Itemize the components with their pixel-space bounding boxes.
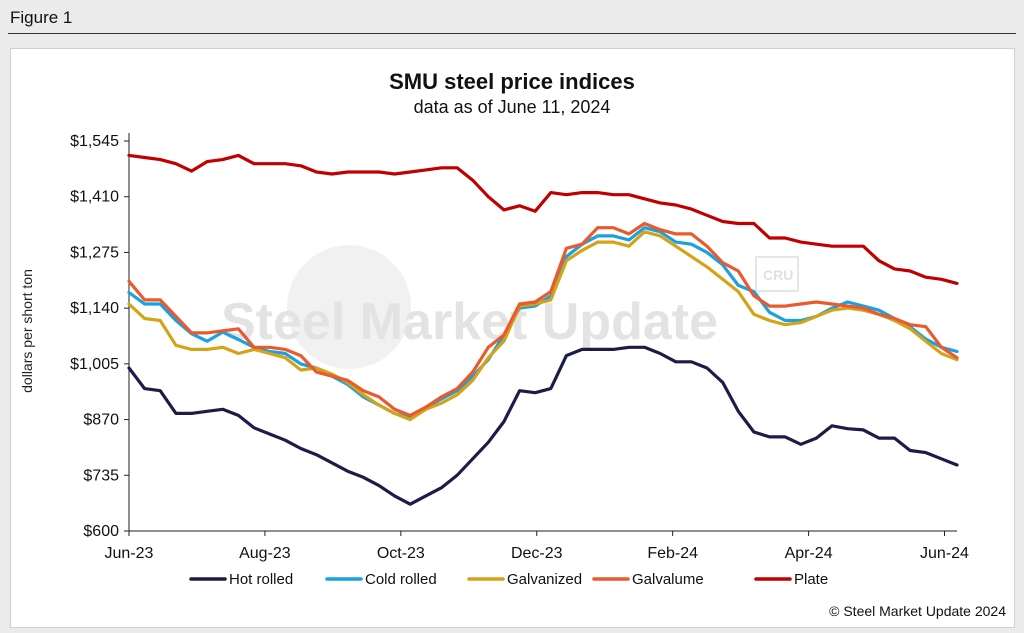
series-line-hot-rolled xyxy=(127,345,959,506)
y-tick-label: $1,005 xyxy=(70,356,119,373)
x-tick-label: Oct-23 xyxy=(377,545,425,562)
legend-label: Galvanized xyxy=(507,571,582,588)
watermark-globe-icon xyxy=(287,245,411,369)
y-tick-label: $870 xyxy=(83,412,119,429)
x-axis: Jun-23 Aug-23 Oct-23 Dec-23 Feb-24 Apr-24 Jun-… xyxy=(105,530,969,562)
y-tick-label: $1,275 xyxy=(70,244,119,261)
chart-subtitle: data as of June 11, 2024 xyxy=(414,97,611,117)
legend-label: Galvalume xyxy=(632,571,704,588)
series-line-galvalume xyxy=(127,221,959,417)
y-tick-label: $1,545 xyxy=(70,133,119,150)
y-tick-label: $1,140 xyxy=(70,300,119,317)
legend-label: Cold rolled xyxy=(365,571,437,588)
x-tick-label: Apr-24 xyxy=(785,545,833,562)
x-tick-label: Feb-24 xyxy=(647,545,698,562)
x-tick-label: Jun-23 xyxy=(105,545,154,562)
x-tick-label: Aug-23 xyxy=(239,545,291,562)
figure-label: Figure 1 xyxy=(10,8,73,27)
x-tick-label: Dec-23 xyxy=(511,545,563,562)
series-line-galvanized xyxy=(127,230,959,422)
watermark-text: Steel Market Update xyxy=(221,293,718,351)
chart-panel: Steel Market Update CRU SMU steel price … xyxy=(10,48,1015,628)
watermark-badge-text: CRU xyxy=(763,267,793,283)
series-lines xyxy=(127,153,959,506)
copyright-note: © Steel Market Update 2024 xyxy=(829,603,1006,619)
legend-label: Plate xyxy=(794,571,828,588)
watermark: Steel Market Update CRU xyxy=(221,245,799,369)
watermark-badge xyxy=(755,256,799,292)
figure-divider xyxy=(8,33,1016,34)
y-axis: $600 $735 $870 $1,005 $1,140 $1,275 $1,410 $1,5… xyxy=(70,133,130,540)
chart-title: SMU steel price indices xyxy=(389,69,635,94)
legend-label: Hot rolled xyxy=(229,571,293,588)
line-chart: Steel Market Update CRU SMU steel price … xyxy=(19,69,1006,619)
y-tick-label: $735 xyxy=(83,467,119,484)
legend: Hot rolled Cold rolled Galvanized Galvalume… xyxy=(189,571,828,588)
y-axis-label: dollars per short ton xyxy=(19,269,35,393)
y-tick-label: $600 xyxy=(83,523,119,540)
y-tick-label: $1,410 xyxy=(70,189,119,206)
series-line-plate xyxy=(127,153,959,285)
x-tick-label: Jun-24 xyxy=(920,545,969,562)
